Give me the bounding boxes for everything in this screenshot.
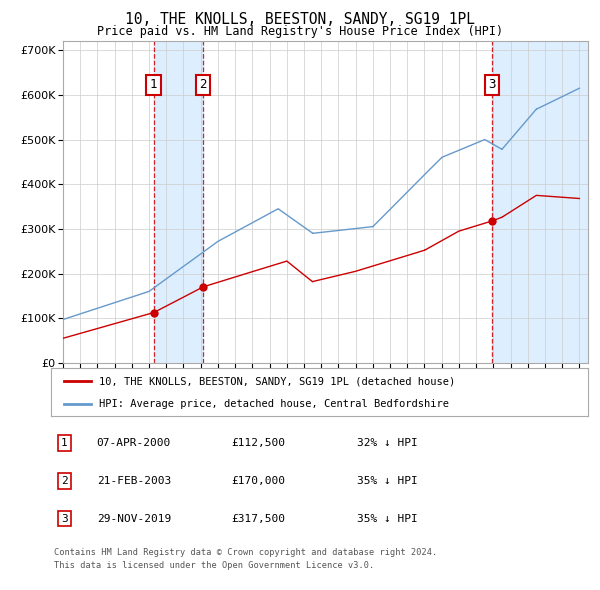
Text: Contains HM Land Registry data © Crown copyright and database right 2024.: Contains HM Land Registry data © Crown c… [54, 548, 437, 556]
Text: 07-APR-2000: 07-APR-2000 [97, 438, 171, 448]
Text: 21-FEB-2003: 21-FEB-2003 [97, 476, 171, 486]
Text: £170,000: £170,000 [231, 476, 285, 486]
Text: 2: 2 [199, 78, 206, 91]
Bar [154, 41, 203, 363]
Text: 29-NOV-2019: 29-NOV-2019 [97, 514, 171, 523]
Text: 3: 3 [61, 514, 68, 523]
Text: HPI: Average price, detached house, Central Bedfordshire: HPI: Average price, detached house, Cent… [100, 399, 449, 409]
Text: Price paid vs. HM Land Registry's House Price Index (HPI): Price paid vs. HM Land Registry's House … [97, 25, 503, 38]
Text: 3: 3 [488, 78, 496, 91]
Text: 1: 1 [150, 78, 157, 91]
Text: This data is licensed under the Open Government Licence v3.0.: This data is licensed under the Open Gov… [54, 560, 374, 569]
Text: 10, THE KNOLLS, BEESTON, SANDY, SG19 1PL: 10, THE KNOLLS, BEESTON, SANDY, SG19 1PL [125, 12, 475, 27]
Text: 10, THE KNOLLS, BEESTON, SANDY, SG19 1PL (detached house): 10, THE KNOLLS, BEESTON, SANDY, SG19 1PL… [100, 376, 455, 386]
Text: 1: 1 [61, 438, 68, 448]
Text: 35% ↓ HPI: 35% ↓ HPI [357, 476, 418, 486]
Text: 35% ↓ HPI: 35% ↓ HPI [357, 514, 418, 523]
Text: £317,500: £317,500 [231, 514, 285, 523]
Text: 2: 2 [61, 476, 68, 486]
Text: £112,500: £112,500 [231, 438, 285, 448]
Text: 32% ↓ HPI: 32% ↓ HPI [357, 438, 418, 448]
Bar [492, 41, 588, 363]
